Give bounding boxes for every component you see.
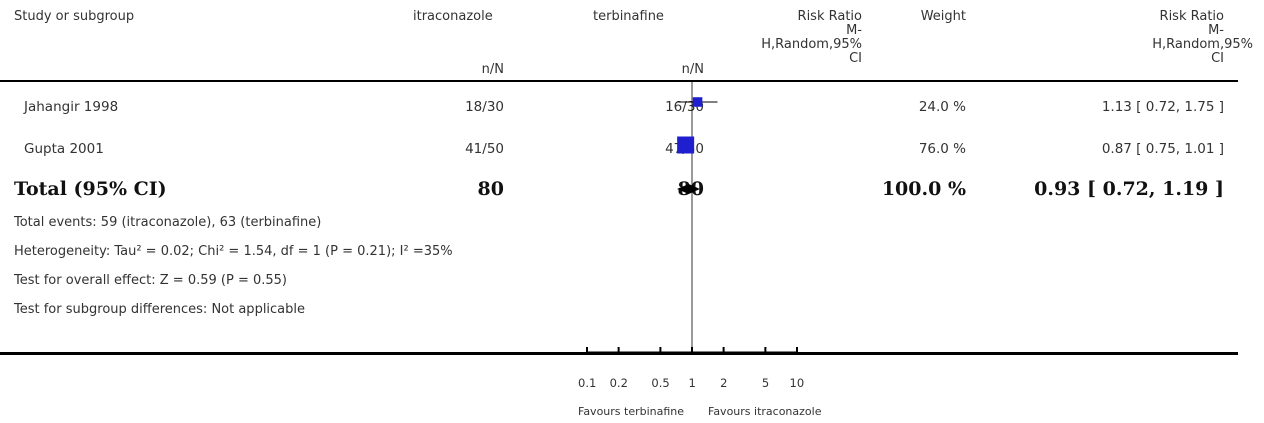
- total-diamond: [677, 184, 700, 194]
- study-name-2: Gupta 2001: [24, 141, 104, 157]
- x-tick-label: 5: [761, 376, 770, 390]
- note-overall: Test for overall effect: Z = 0.59 (P = 0…: [14, 273, 287, 288]
- x-tick-label: 0.2: [609, 376, 628, 390]
- note-heterogeneity: Heterogeneity: Tau² = 0.02; Chi² = 1.54,…: [14, 244, 453, 259]
- header-weight: Weight: [920, 9, 966, 24]
- header-rr2-3: H,Random,95%: [1152, 37, 1253, 52]
- header-rr-2: M-: [846, 23, 862, 38]
- header-study: Study or subgroup: [14, 9, 135, 24]
- study-g1-1: 18/30: [465, 99, 504, 115]
- bottom-rule: [0, 352, 1238, 355]
- effect-square-2: [677, 136, 695, 154]
- total-name: Total (95% CI): [14, 178, 167, 200]
- effect-square-1: [692, 97, 703, 107]
- favours-right-label: Favours itraconazole: [708, 405, 822, 418]
- study-g1-2: 41/50: [465, 141, 504, 157]
- x-tick-label: 0.5: [651, 376, 670, 390]
- header-rr2-1: Risk Ratio: [1159, 9, 1224, 24]
- total-g1: 80: [477, 178, 504, 200]
- header-rr-1: Risk Ratio: [797, 9, 862, 24]
- total-ci: 0.93 [ 0.72, 1.19 ]: [1034, 178, 1224, 200]
- favours-left-label: Favours terbinafine: [578, 405, 685, 418]
- header-rr2-2: M-: [1208, 23, 1224, 38]
- study-weight-1: 24.0 %: [918, 99, 966, 115]
- x-tick-label: 10: [789, 376, 805, 390]
- note-subgroup: Test for subgroup differences: Not appli…: [14, 302, 306, 317]
- study-ci-1: 1.13 [ 0.72, 1.75 ]: [1101, 99, 1224, 115]
- x-tick-label: 2: [720, 376, 728, 390]
- x-tick-label: 0.1: [578, 376, 597, 390]
- header-rr-4: CI: [849, 51, 862, 66]
- header-n-n-2: n/N: [681, 62, 704, 77]
- header-rule: [0, 80, 1238, 82]
- header-n-n-1: n/N: [481, 62, 504, 77]
- x-tick-label: 1: [688, 376, 696, 390]
- study-name-1: Jahangir 1998: [24, 99, 119, 115]
- header-group1: itraconazole: [413, 9, 493, 24]
- study-weight-2: 76.0 %: [918, 141, 966, 157]
- total-weight: 100.0 %: [881, 178, 966, 200]
- header-group2: terbinafine: [593, 9, 664, 24]
- header-rr2-4: CI: [1211, 51, 1224, 66]
- note-events: Total events: 59 (itraconazole), 63 (ter…: [14, 215, 322, 230]
- study-ci-2: 0.87 [ 0.75, 1.01 ]: [1101, 141, 1224, 157]
- header-rr-3: H,Random,95%: [761, 37, 862, 52]
